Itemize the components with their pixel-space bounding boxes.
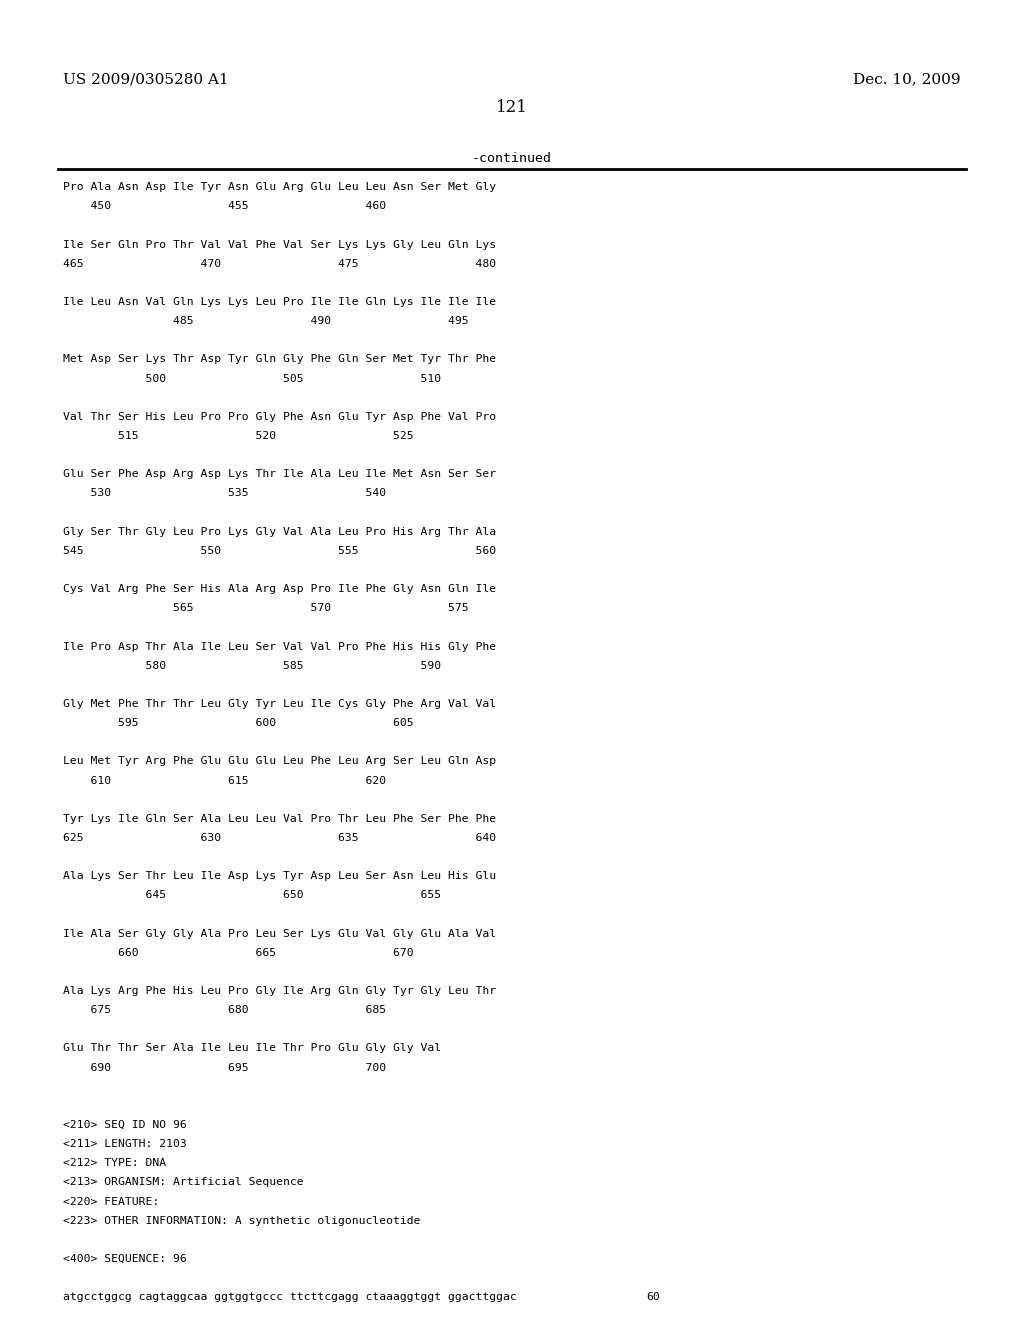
Text: <213> ORGANISM: Artificial Sequence: <213> ORGANISM: Artificial Sequence [63, 1177, 304, 1188]
Text: Gly Met Phe Thr Thr Leu Gly Tyr Leu Ile Cys Gly Phe Arg Val Val: Gly Met Phe Thr Thr Leu Gly Tyr Leu Ile … [63, 700, 497, 709]
Text: <210> SEQ ID NO 96: <210> SEQ ID NO 96 [63, 1119, 187, 1130]
Text: <223> OTHER INFORMATION: A synthetic oligonucleotide: <223> OTHER INFORMATION: A synthetic oli… [63, 1216, 421, 1226]
Text: <400> SEQUENCE: 96: <400> SEQUENCE: 96 [63, 1254, 187, 1265]
Text: 465                 470                 475                 480: 465 470 475 480 [63, 259, 497, 269]
Text: atgcctggcg cagtaggcaa ggtggtgccc ttcttcgagg ctaaaggtggt ggacttggac: atgcctggcg cagtaggcaa ggtggtgccc ttcttcg… [63, 1292, 517, 1303]
Text: 675                 680                 685: 675 680 685 [63, 1006, 387, 1015]
Text: <211> LENGTH: 2103: <211> LENGTH: 2103 [63, 1139, 187, 1150]
Text: Dec. 10, 2009: Dec. 10, 2009 [853, 73, 961, 87]
Text: 515                 520                 525: 515 520 525 [63, 430, 414, 441]
Text: Ile Pro Asp Thr Ala Ile Leu Ser Val Val Pro Phe His His Gly Phe: Ile Pro Asp Thr Ala Ile Leu Ser Val Val … [63, 642, 497, 652]
Text: 121: 121 [496, 99, 528, 116]
Text: Ile Ala Ser Gly Gly Ala Pro Leu Ser Lys Glu Val Gly Glu Ala Val: Ile Ala Ser Gly Gly Ala Pro Leu Ser Lys … [63, 929, 497, 939]
Text: Gly Ser Thr Gly Leu Pro Lys Gly Val Ala Leu Pro His Arg Thr Ala: Gly Ser Thr Gly Leu Pro Lys Gly Val Ala … [63, 527, 497, 537]
Text: Cys Val Arg Phe Ser His Ala Arg Asp Pro Ile Phe Gly Asn Gln Ile: Cys Val Arg Phe Ser His Ala Arg Asp Pro … [63, 585, 497, 594]
Text: <220> FEATURE:: <220> FEATURE: [63, 1197, 160, 1206]
Text: Glu Ser Phe Asp Arg Asp Lys Thr Ile Ala Leu Ile Met Asn Ser Ser: Glu Ser Phe Asp Arg Asp Lys Thr Ile Ala … [63, 470, 497, 479]
Text: 610                 615                 620: 610 615 620 [63, 776, 387, 785]
Text: 690                 695                 700: 690 695 700 [63, 1063, 387, 1073]
Text: Ala Lys Ser Thr Leu Ile Asp Lys Tyr Asp Leu Ser Asn Leu His Glu: Ala Lys Ser Thr Leu Ile Asp Lys Tyr Asp … [63, 871, 497, 882]
Text: Val Thr Ser His Leu Pro Pro Gly Phe Asn Glu Tyr Asp Phe Val Pro: Val Thr Ser His Leu Pro Pro Gly Phe Asn … [63, 412, 497, 422]
Text: 485                 490                 495: 485 490 495 [63, 317, 469, 326]
Text: 595                 600                 605: 595 600 605 [63, 718, 414, 729]
Text: 625                 630                 635                 640: 625 630 635 640 [63, 833, 497, 843]
Text: 450                 455                 460: 450 455 460 [63, 202, 387, 211]
Text: 645                 650                 655: 645 650 655 [63, 891, 441, 900]
Text: 545                 550                 555                 560: 545 550 555 560 [63, 546, 497, 556]
Text: Pro Ala Asn Asp Ile Tyr Asn Glu Arg Glu Leu Leu Asn Ser Met Gly: Pro Ala Asn Asp Ile Tyr Asn Glu Arg Glu … [63, 182, 497, 193]
Text: Ala Lys Arg Phe His Leu Pro Gly Ile Arg Gln Gly Tyr Gly Leu Thr: Ala Lys Arg Phe His Leu Pro Gly Ile Arg … [63, 986, 497, 997]
Text: Ile Ser Gln Pro Thr Val Val Phe Val Ser Lys Lys Gly Leu Gln Lys: Ile Ser Gln Pro Thr Val Val Phe Val Ser … [63, 240, 497, 249]
Text: 660                 665                 670: 660 665 670 [63, 948, 414, 958]
Text: Glu Thr Thr Ser Ala Ile Leu Ile Thr Pro Glu Gly Gly Val: Glu Thr Thr Ser Ala Ile Leu Ile Thr Pro … [63, 1044, 441, 1053]
Text: 580                 585                 590: 580 585 590 [63, 661, 441, 671]
Text: Ile Leu Asn Val Gln Lys Lys Leu Pro Ile Ile Gln Lys Ile Ile Ile: Ile Leu Asn Val Gln Lys Lys Leu Pro Ile … [63, 297, 497, 308]
Text: 565                 570                 575: 565 570 575 [63, 603, 469, 614]
Text: Met Asp Ser Lys Thr Asp Tyr Gln Gly Phe Gln Ser Met Tyr Thr Phe: Met Asp Ser Lys Thr Asp Tyr Gln Gly Phe … [63, 355, 497, 364]
Text: 60: 60 [646, 1292, 660, 1303]
Text: 500                 505                 510: 500 505 510 [63, 374, 441, 384]
Text: Leu Met Tyr Arg Phe Glu Glu Glu Leu Phe Leu Arg Ser Leu Gln Asp: Leu Met Tyr Arg Phe Glu Glu Glu Leu Phe … [63, 756, 497, 767]
Text: <212> TYPE: DNA: <212> TYPE: DNA [63, 1159, 167, 1168]
Text: -continued: -continued [472, 152, 552, 165]
Text: US 2009/0305280 A1: US 2009/0305280 A1 [63, 73, 229, 87]
Text: Tyr Lys Ile Gln Ser Ala Leu Leu Val Pro Thr Leu Phe Ser Phe Phe: Tyr Lys Ile Gln Ser Ala Leu Leu Val Pro … [63, 813, 497, 824]
Text: 530                 535                 540: 530 535 540 [63, 488, 387, 499]
